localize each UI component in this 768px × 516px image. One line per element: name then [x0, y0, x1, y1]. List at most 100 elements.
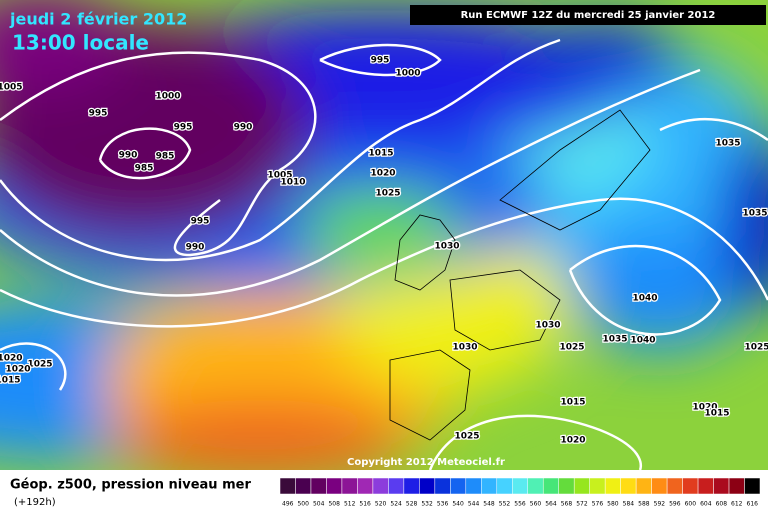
legend-label: 536 — [437, 501, 449, 508]
legend-label: 512 — [344, 501, 356, 508]
legend-label: 508 — [328, 501, 340, 508]
isobar-label: 1000 — [155, 92, 180, 102]
isobar-label: 1040 — [630, 336, 655, 346]
legend-label: 568 — [561, 501, 573, 508]
legend-swatch — [589, 477, 606, 495]
isobar-label: 1020 — [0, 354, 23, 364]
legend-label: 520 — [375, 501, 387, 508]
legend-swatch — [697, 477, 714, 495]
legend-swatch — [558, 477, 575, 495]
isobar-label: 1025 — [744, 343, 768, 353]
legend-swatch — [481, 477, 498, 495]
isobar-label: 1015 — [560, 398, 585, 408]
copyright: Copyright 2012 Meteociel.fr — [347, 457, 505, 468]
legend-swatch — [434, 477, 451, 495]
legend-label: 532 — [421, 501, 433, 508]
legend-swatch — [728, 477, 745, 495]
legend-swatch — [620, 477, 637, 495]
isobar-label: 985 — [156, 152, 175, 162]
legend-label: 612 — [731, 501, 743, 508]
isobar-label: 1020 — [560, 436, 585, 446]
legend-label: 600 — [685, 501, 697, 508]
legend-label: 524 — [390, 501, 402, 508]
legend-label: 580 — [607, 501, 619, 508]
isobar-label: 1015 — [368, 149, 393, 159]
isobar-label: 1025 — [559, 343, 584, 353]
legend-swatch — [465, 477, 482, 495]
isobar-label: 1000 — [395, 69, 420, 79]
legend-swatch — [512, 477, 528, 495]
footer-title: Géop. z500, pression niveau mer — [10, 478, 251, 493]
legend-swatch — [372, 477, 389, 495]
isobar-label: 990 — [234, 123, 253, 133]
legend-swatch — [666, 477, 683, 495]
isobar-label: 1020 — [370, 169, 395, 179]
isobars — [0, 38, 768, 470]
legend-swatch — [403, 477, 420, 495]
time: 13:00 locale — [12, 31, 149, 55]
isobar-label: 985 — [135, 164, 154, 174]
isobar-label: 1035 — [742, 209, 767, 219]
isobar-label: 995 — [191, 217, 210, 227]
legend-label: 516 — [359, 501, 371, 508]
legend-label: 540 — [452, 501, 464, 508]
legend-swatch — [326, 477, 343, 495]
isobar-label: 1035 — [715, 139, 740, 149]
legend-label: 548 — [483, 501, 495, 508]
legend-label: 528 — [406, 501, 418, 508]
isobar-label: 1030 — [535, 321, 560, 331]
isobar-label: 995 — [371, 56, 390, 66]
legend-label: 596 — [669, 501, 681, 508]
isobar-label: 1025 — [375, 189, 400, 199]
legend-swatch — [419, 477, 436, 495]
legend-label: 588 — [638, 501, 650, 508]
legend-label: 560 — [530, 501, 542, 508]
legend-label: 556 — [514, 501, 526, 508]
isobar-label: 1010 — [280, 178, 305, 188]
isobar-label: 1020 — [692, 403, 717, 413]
legend-label: 564 — [545, 501, 557, 508]
isobar-label: 1040 — [632, 294, 657, 304]
legend-swatch — [388, 477, 405, 495]
legend-label: 544 — [468, 501, 480, 508]
legend-label: 572 — [576, 501, 588, 508]
run-info: Run ECMWF 12Z du mercredi 25 janvier 201… — [461, 10, 716, 21]
legend-swatch — [682, 477, 699, 495]
legend-swatch — [341, 477, 358, 495]
isobar-label: 1020 — [5, 365, 30, 375]
isobar-label: 1025 — [27, 360, 52, 370]
legend-swatch — [295, 477, 312, 495]
legend-label: 584 — [623, 501, 635, 508]
legend-label: 500 — [297, 501, 309, 508]
legend-label: 504 — [313, 501, 325, 508]
legend-label: 552 — [499, 501, 511, 508]
legend-swatch — [651, 477, 668, 495]
legend-label: 604 — [700, 501, 712, 508]
legend-swatch — [279, 477, 296, 495]
date: jeudi 2 février 2012 — [9, 10, 187, 29]
isobar-label: 1015 — [0, 376, 21, 386]
isobar-label: 990 — [186, 243, 205, 253]
legend-label: 592 — [654, 501, 666, 508]
isobar-label: 1035 — [602, 335, 627, 345]
isobar-label: 1005 — [0, 83, 23, 93]
legend-label: 496 — [282, 501, 294, 508]
legend-swatch — [357, 477, 374, 495]
isobar-label: 995 — [174, 123, 193, 133]
isobar-label: 1005 — [267, 171, 292, 181]
legend-swatch — [496, 477, 513, 495]
footer-lead: (+192h) — [14, 497, 56, 508]
isobar-label: 1015 — [704, 409, 729, 419]
isobar-label: 995 — [89, 109, 108, 119]
legend-label: 576 — [592, 501, 604, 508]
legend-swatch — [450, 477, 467, 495]
legend-swatch — [604, 477, 621, 495]
isobar-label: 1030 — [452, 343, 477, 353]
isobar-label: 1030 — [434, 242, 459, 252]
field — [0, 0, 768, 470]
legend-label: 608 — [716, 501, 728, 508]
coastlines — [389, 109, 651, 441]
run-box — [410, 5, 766, 25]
